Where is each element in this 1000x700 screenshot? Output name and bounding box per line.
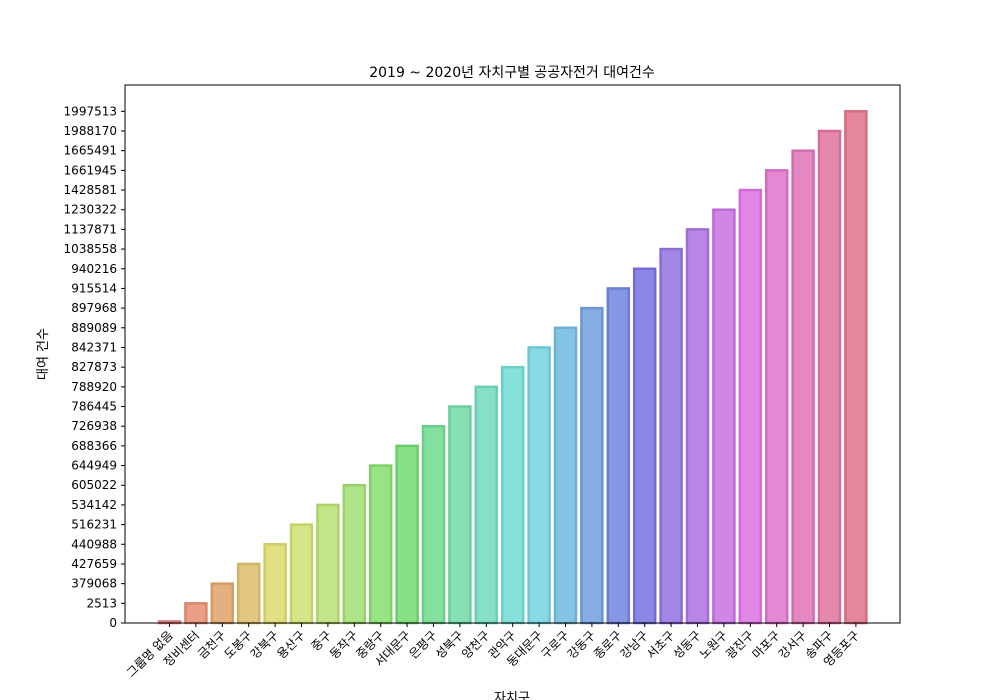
bar [448,405,472,625]
y-tick-label: 1137871 [64,222,117,236]
x-tick-label: 강북구 [248,628,281,661]
x-tick-label: 강동구 [565,628,598,661]
bar [553,326,578,625]
bar [659,247,683,625]
y-tick-label: 1997513 [64,104,117,118]
y-tick-label: 534142 [71,498,117,512]
y-tick-label: 788920 [71,380,117,394]
bar [738,188,763,625]
x-tick-label: 성동구 [670,628,703,661]
y-tick-label: 0 [109,616,117,630]
y-tick-label: 1428581 [64,183,117,197]
x-tick-label: 노원구 [697,628,730,661]
x-tick-label: 은평구 [406,628,439,661]
bar [289,523,314,625]
y-tick-label: 897968 [71,301,117,315]
y-tick-label: 516231 [71,518,117,532]
x-tick-label: 성북구 [433,628,466,661]
y-tick-label: 605022 [71,478,117,492]
y-tick-label: 2513 [86,596,117,610]
bar [764,169,789,625]
bar [368,464,393,625]
x-axis-label: 자치구 [494,691,530,700]
bar [342,483,367,625]
y-tick-label: 842371 [71,340,117,354]
y-tick-label: 726938 [71,419,117,433]
x-tick-label: 양천구 [458,628,492,662]
x-tick-label: 도봉구 [221,628,254,661]
bar [210,582,235,625]
plot-frame [124,84,901,624]
bar [236,562,261,625]
y-tick-label: 1230322 [64,203,117,217]
y-tick-label: 379068 [71,577,117,591]
y-tick-label: 1665491 [64,144,117,158]
bars [157,110,868,625]
y-tick-label: 644949 [71,459,117,473]
bar [791,149,815,625]
y-tick-label: 1988170 [64,124,117,138]
x-tick-label: 서초구 [644,628,677,661]
bar [712,208,736,625]
bar [527,346,551,625]
y-tick-label: 915514 [71,281,117,295]
y-tick-label: 786445 [71,400,117,414]
x-tick-label: 동작구 [327,628,360,661]
y-tick-label: 688366 [71,439,117,453]
bar [184,602,208,625]
chart-title: 2019 ~ 2020년 자치구별 공공자전거 대여건수 [369,65,655,81]
x-tick-label: 마포구 [749,628,782,661]
y-tick-label: 1661945 [64,163,117,177]
x-tick-label: 금천구 [194,628,228,662]
x-tick-label: 강남구 [617,628,650,661]
bar [685,228,710,625]
bar [817,129,842,625]
y-tick-label: 827873 [71,360,117,374]
y-tick-label: 889089 [71,321,117,335]
x-tick-label: 구로구 [538,628,571,661]
bar [606,287,631,625]
bar [844,110,868,625]
x-tick-label: 강서구 [776,628,809,661]
y-tick-label: 440988 [71,537,117,551]
y-tick-label: 427659 [71,557,117,571]
x-tick-label: 용산구 [274,628,307,661]
bar [263,543,287,625]
x-tick-label: 광진구 [723,628,756,661]
bar [395,444,419,625]
y-tick-label: 940216 [71,262,117,276]
y-axis-ticks: 0 2513 379068 427659 440988 516231 534142 60502… [64,104,125,630]
bar [316,503,340,625]
x-tick-label: 종로구 [591,628,624,661]
y-tick-label: 1038558 [64,242,117,256]
bar [632,267,657,625]
bar [580,306,604,625]
bar [421,424,446,625]
bar [500,365,525,625]
bar [474,385,499,625]
y-axis-label: 대여 건수 [36,328,51,380]
